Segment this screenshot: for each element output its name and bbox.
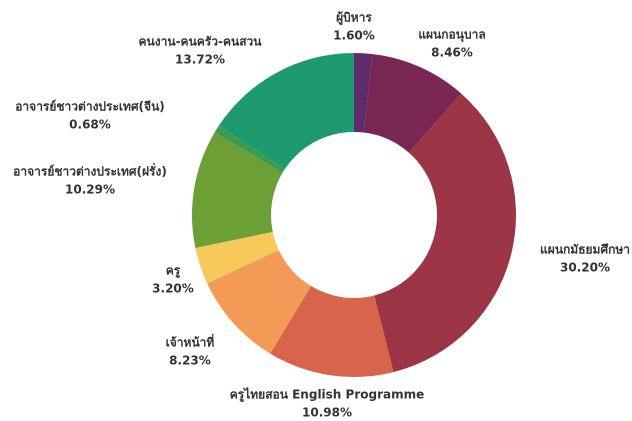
segment-value: 10.98% xyxy=(302,406,352,418)
segment-label: แผนกอนุบาล xyxy=(418,28,485,43)
segment-value: 30.20% xyxy=(560,261,610,275)
segment-value: 0.68% xyxy=(69,118,111,132)
donut-segment xyxy=(214,125,285,173)
segment-value: 13.72% xyxy=(175,53,225,67)
segment-label: อาจารย์ชาวต่างประเทศ(ฝรั่ง) xyxy=(13,163,167,179)
segment-label: แผนกมัธยมศึกษา xyxy=(540,243,630,257)
donut-segment xyxy=(192,132,283,248)
segment-label: ครูไทยสอน English Programme xyxy=(230,387,425,403)
segment-value: 1.60% xyxy=(333,29,375,43)
donut-segment xyxy=(363,54,462,153)
donut-segment xyxy=(195,231,279,284)
segment-label: อาจารย์ชาวต่างประเทศ(จีน) xyxy=(15,100,165,114)
segment-label: ครู xyxy=(166,264,181,279)
segment-value: 8.23% xyxy=(169,354,211,368)
segment-label: คนงาน-คนครัว-คนสวน xyxy=(139,35,263,49)
segment-label: เจ้าหน้าที่ xyxy=(166,334,215,350)
segment-value: 8.46% xyxy=(431,46,473,60)
donut-segment xyxy=(270,286,394,377)
donut-segment xyxy=(207,249,312,354)
donut-segment xyxy=(218,53,354,170)
segment-label: ผู้บิหาร xyxy=(336,11,372,26)
donut-segment xyxy=(354,53,373,133)
donut-segment xyxy=(374,93,516,373)
segment-value: 3.20% xyxy=(152,282,194,296)
segment-value: 10.29% xyxy=(65,183,115,197)
